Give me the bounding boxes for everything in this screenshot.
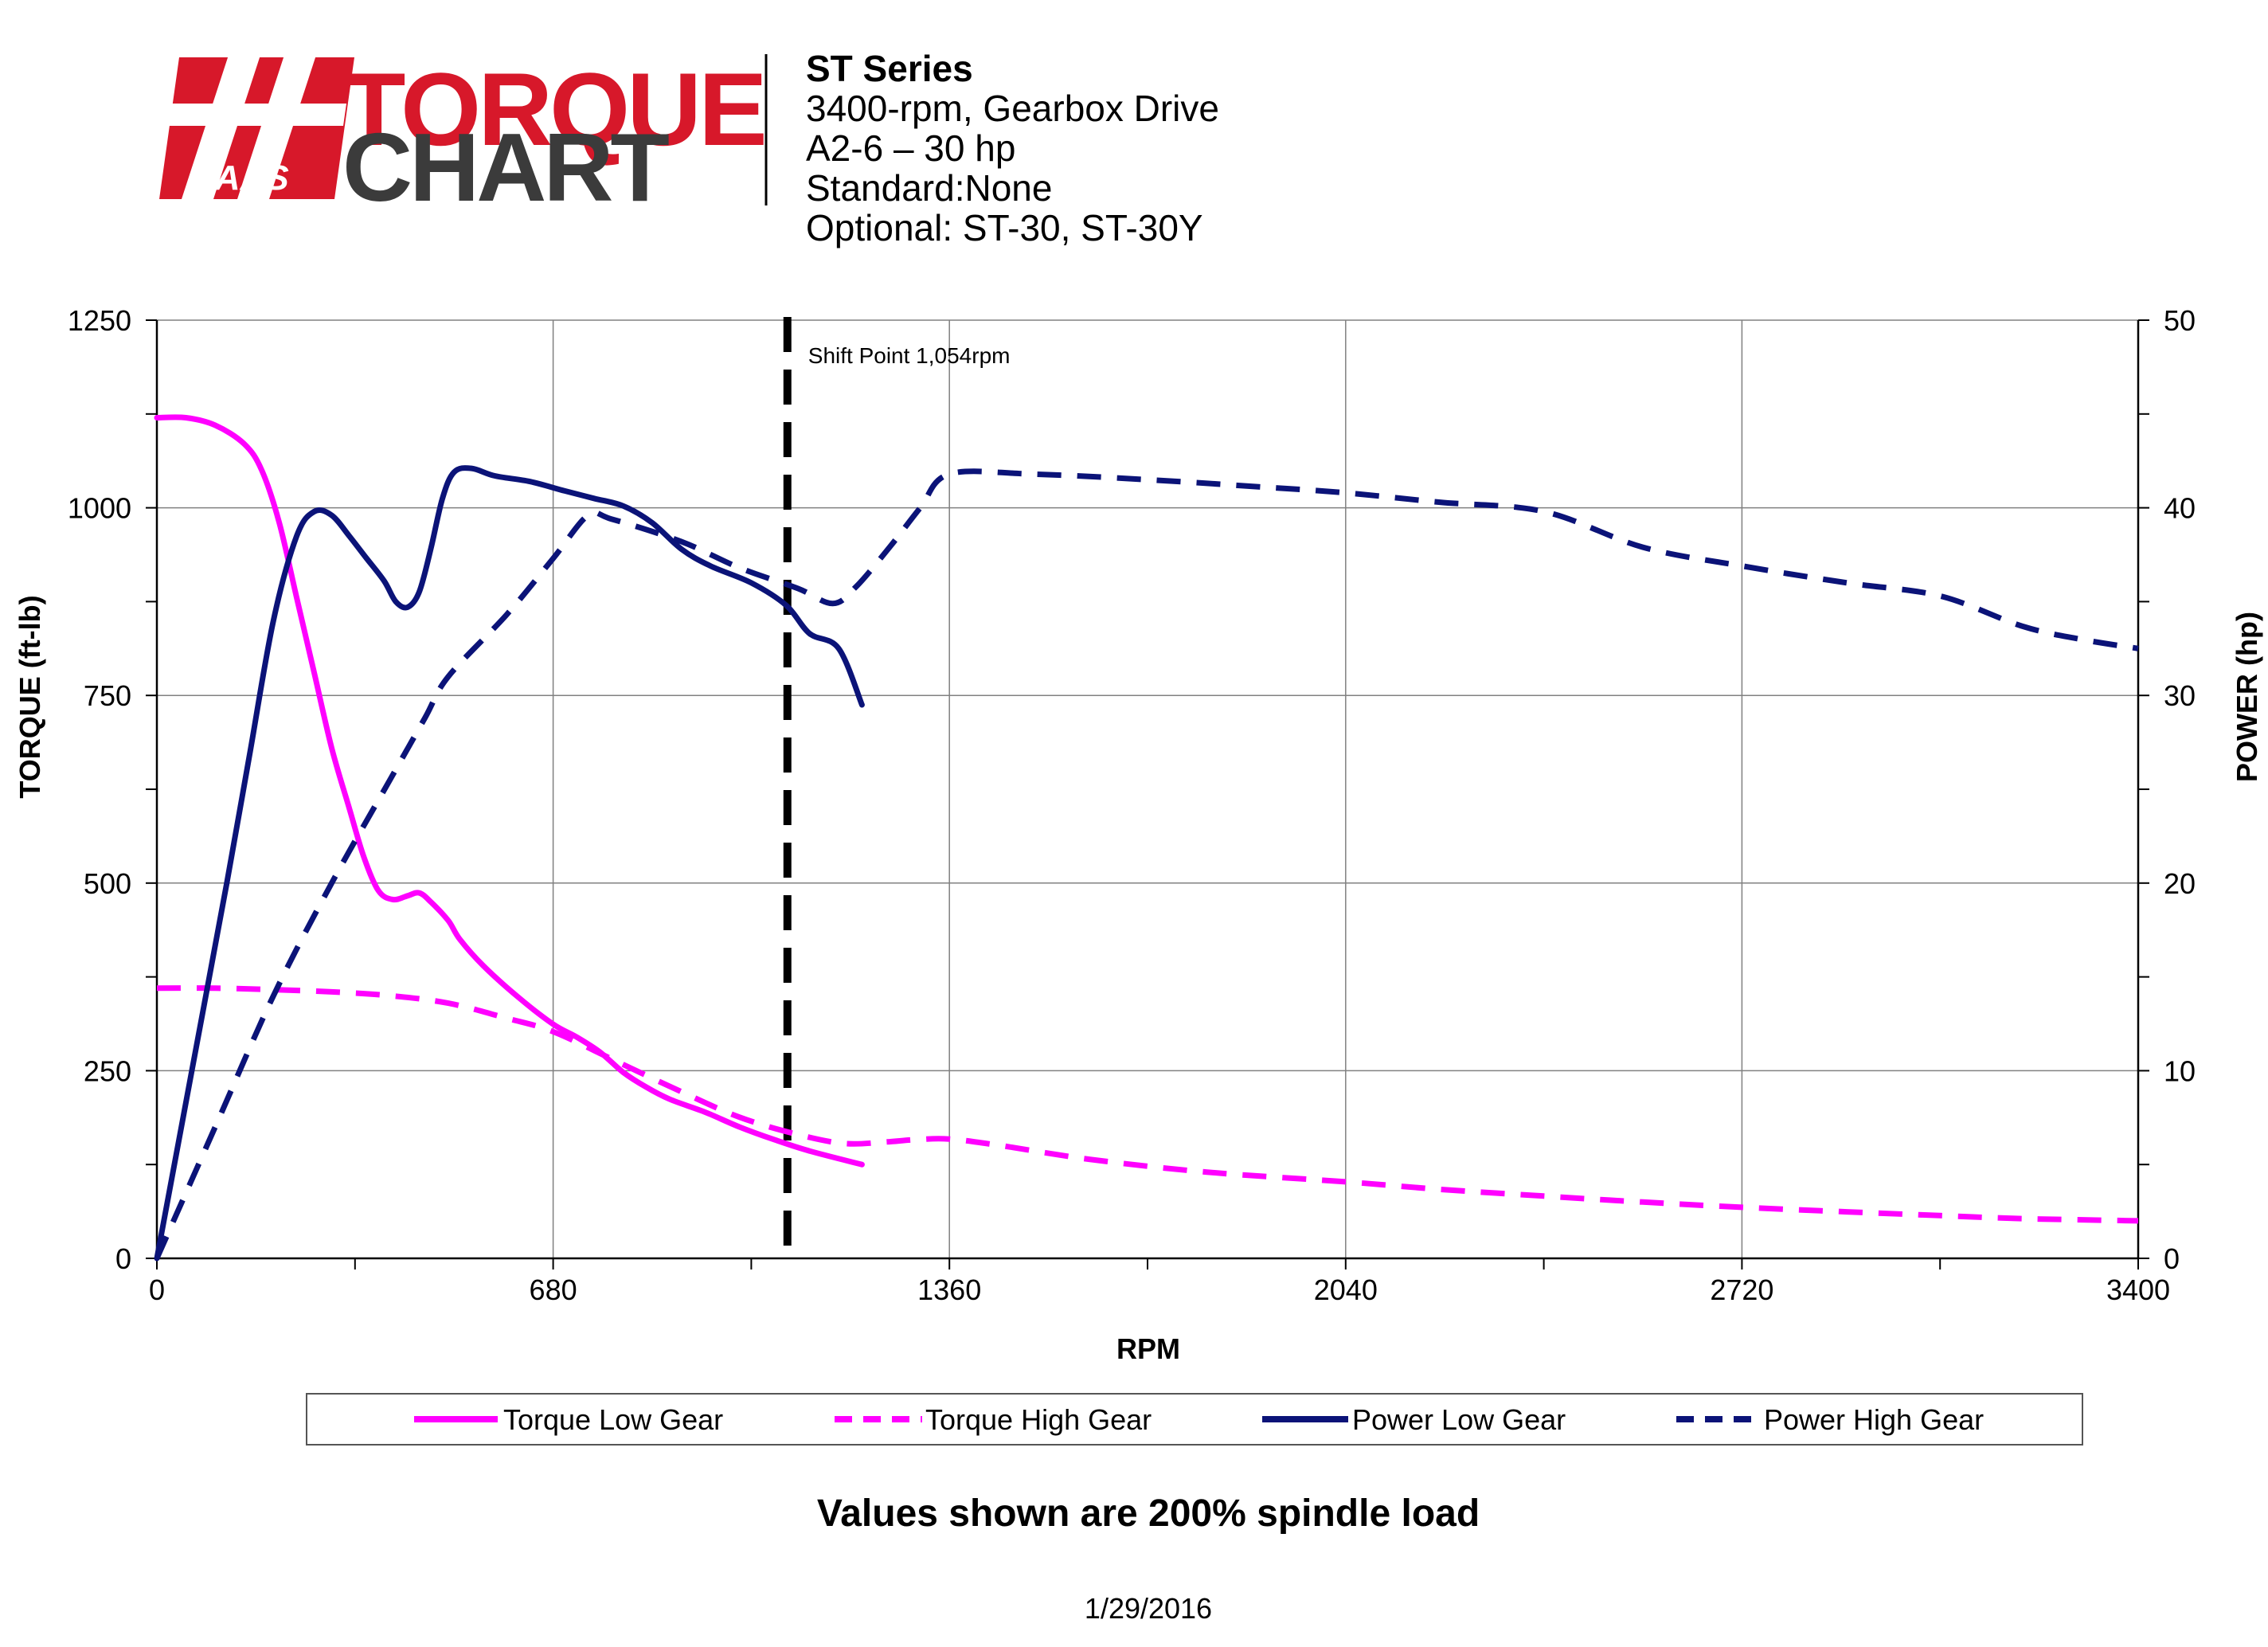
legend: Torque Low Gear Torque High Gear Power L… bbox=[306, 1393, 2083, 1446]
y-left-tick-label: 0 bbox=[115, 1242, 131, 1275]
series-lines bbox=[154, 414, 2139, 1262]
tick-marks bbox=[146, 319, 2149, 1269]
header-line-2: A2-6 – 30 hp bbox=[806, 127, 1015, 169]
legend-label-power-high: Power High Gear bbox=[1764, 1403, 1984, 1436]
header-title: ST Series bbox=[806, 48, 973, 89]
y-left-tick-label: 750 bbox=[84, 679, 131, 712]
logo-word-torque: TORQUE bbox=[342, 51, 764, 167]
haas-torque-chart-logo: HAAS TORQUE CHART bbox=[159, 48, 768, 221]
y-right-tick-label: 20 bbox=[2164, 867, 2196, 900]
header-line-1: 3400-rpm, Gearbox Drive bbox=[806, 88, 1219, 129]
legend-label-torque-high: Torque High Gear bbox=[925, 1403, 1152, 1436]
shift-point-label: Shift Point 1,054rpm bbox=[808, 343, 1011, 368]
x-tick-label: 2720 bbox=[1710, 1273, 1773, 1306]
gridlines bbox=[157, 319, 2139, 1258]
x-tick-label: 0 bbox=[149, 1273, 165, 1306]
logo-word-chart: CHART bbox=[342, 113, 669, 221]
y-left-tick-label: 250 bbox=[84, 1054, 131, 1087]
header-line-3: Standard:None bbox=[806, 167, 1052, 209]
y-right-tick-label: 0 bbox=[2164, 1242, 2180, 1275]
x-tick-label: 2040 bbox=[1314, 1273, 1378, 1306]
x-tick-label: 1360 bbox=[917, 1273, 981, 1306]
header-line-4: Optional: ST-30, ST-30Y bbox=[806, 207, 1203, 248]
y-left-tick-label: 1000 bbox=[68, 492, 131, 525]
legend-label-power-low: Power Low Gear bbox=[1352, 1403, 1566, 1436]
shift-point-marker: Shift Point 1,054rpm bbox=[783, 317, 1011, 1247]
y-right-tick-label: 50 bbox=[2164, 304, 2196, 337]
series-line-power-high-gear bbox=[154, 468, 2139, 1260]
axes bbox=[155, 320, 2140, 1260]
y-left-tick-label: 500 bbox=[84, 867, 131, 900]
series-line-torque-high-gear bbox=[156, 985, 2139, 1224]
logo-brand: HAAS bbox=[190, 158, 289, 198]
footer-note: Values shown are 200% spindle load bbox=[817, 1492, 1480, 1535]
footer-date: 1/29/2016 bbox=[1085, 1592, 1212, 1625]
y-left-tick-label: 1250 bbox=[68, 304, 131, 337]
y-right-tick-label: 10 bbox=[2164, 1054, 2196, 1087]
y-axis-left-title: TORQUE (ft-lb) bbox=[14, 595, 46, 798]
y-axis-right-title: POWER (hp) bbox=[2231, 612, 2263, 782]
x-tick-label: 3400 bbox=[2106, 1273, 2170, 1306]
logo-stripe-1 bbox=[160, 104, 346, 126]
series-line-power-low-gear bbox=[154, 465, 865, 1262]
series-line-torque-low-gear bbox=[154, 414, 865, 1168]
y-right-tick-label: 40 bbox=[2164, 492, 2196, 525]
y-right-tick-label: 30 bbox=[2164, 679, 2196, 712]
x-axis-title: RPM bbox=[1116, 1332, 1180, 1365]
tick-labels: 0 680 1360 2040 2720 340002505007501000125001… bbox=[68, 304, 2196, 1306]
x-tick-label: 680 bbox=[530, 1273, 577, 1306]
legend-box bbox=[306, 1393, 2083, 1446]
logo-stripe-3 bbox=[237, 48, 319, 199]
legend-label-torque-low: Torque Low Gear bbox=[503, 1403, 723, 1436]
plot-area: 0 680 1360 2040 2720 340002505007501000125001… bbox=[68, 304, 2196, 1306]
logo-stripe-2 bbox=[182, 48, 263, 199]
